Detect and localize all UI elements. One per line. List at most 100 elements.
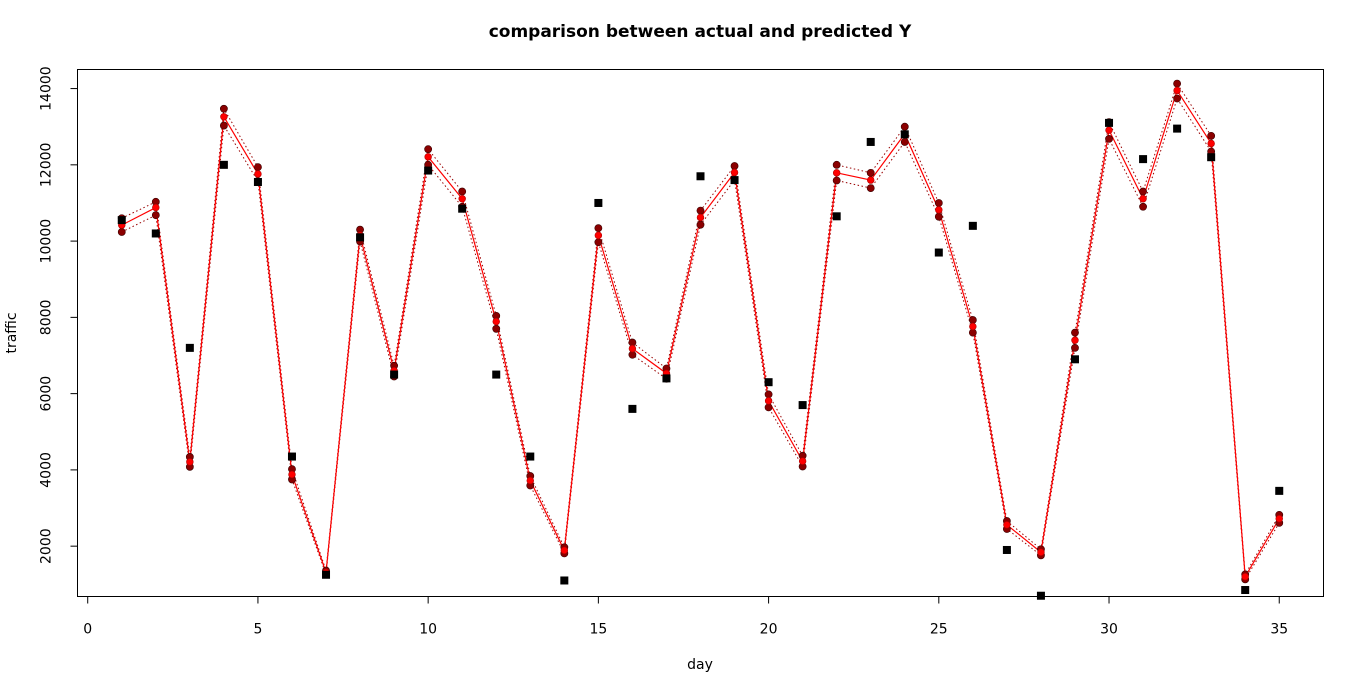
lower-interval-point [117, 228, 126, 236]
y-tick-label: 4000 [39, 452, 55, 488]
lower-interval-point [866, 184, 875, 192]
x-axis-label: day [687, 657, 713, 673]
upper-interval-point [424, 145, 433, 154]
predicted-point [867, 176, 875, 184]
y-tick-label: 10000 [39, 219, 55, 264]
upper-interval-point [832, 160, 841, 169]
predicted-point [1173, 86, 1181, 95]
predicted-point [492, 317, 500, 326]
x-tick-label: 5 [253, 622, 262, 638]
chart-title: comparison between actual and predicted … [489, 22, 912, 42]
plot-frame [77, 69, 1324, 597]
actual-point [1173, 124, 1182, 133]
actual-point [696, 172, 705, 181]
predicted-point [1207, 139, 1215, 148]
lower-interval-point [1071, 343, 1079, 352]
predicted-point [526, 476, 534, 485]
x-tick-label: 0 [83, 622, 92, 638]
predicted-point [730, 168, 739, 177]
actual-point [900, 130, 909, 139]
predicted-point [594, 231, 603, 240]
actual-point [1207, 153, 1216, 162]
predicted-point [969, 322, 977, 331]
predicted-point [186, 458, 194, 466]
lower-interval-line [121, 97, 1280, 581]
predicted-point [1139, 195, 1147, 203]
actual-point [492, 370, 501, 379]
x-tick-label: 25 [930, 622, 948, 638]
actual-point [1105, 118, 1114, 127]
upper-interval-point [1071, 328, 1079, 337]
lower-interval-point [1173, 94, 1182, 103]
actual-point [253, 177, 262, 186]
actual-point [968, 221, 977, 230]
actual-point [832, 212, 841, 221]
y-tick-label: 14000 [39, 66, 55, 111]
predicted-point [696, 213, 705, 222]
predicted-point [424, 153, 432, 161]
predicted-point [1071, 336, 1079, 344]
actual-point [390, 370, 399, 379]
actual-point [185, 343, 194, 352]
predicted-point [220, 113, 228, 121]
lower-interval-point [492, 324, 501, 333]
actual-point [560, 576, 569, 585]
predicted-point [254, 170, 262, 178]
lower-interval-point [594, 238, 603, 247]
upper-interval-point [730, 162, 739, 170]
predicted-point [458, 195, 466, 203]
upper-interval-point [254, 163, 262, 172]
actual-point [1036, 591, 1045, 600]
actual-point [424, 166, 433, 175]
lower-interval-point [151, 211, 160, 220]
actual-point [1002, 545, 1011, 554]
actual-point [866, 137, 875, 146]
x-tick-label: 30 [1100, 622, 1118, 638]
plot-marks [117, 79, 1284, 600]
actual-point [934, 248, 943, 257]
actual-point [1139, 155, 1148, 164]
upper-interval-point [764, 390, 773, 399]
lower-interval-point [1105, 135, 1113, 143]
actual-point [798, 401, 807, 410]
lower-interval-point [219, 121, 228, 130]
actual-point [322, 570, 331, 579]
upper-interval-point [900, 122, 909, 131]
lower-interval-point [832, 176, 841, 185]
x-tick-label: 35 [1270, 622, 1288, 638]
axes: 0 5 10 15 20 25 30 35 2000 4000 6000 8000 10000 12000… [39, 66, 1289, 637]
upper-interval-point [696, 206, 705, 215]
x-tick-label: 20 [760, 622, 778, 638]
actual-point [662, 374, 671, 383]
upper-interval-point [1207, 131, 1216, 140]
actual-point [287, 452, 296, 461]
predicted-point [1275, 515, 1283, 523]
actual-point [151, 229, 160, 238]
y-axis-label: traffic [4, 312, 20, 353]
predicted-point [1241, 572, 1249, 581]
upper-interval-point [594, 224, 603, 233]
lower-interval-point [1139, 202, 1147, 211]
lower-interval-point [764, 403, 773, 412]
lower-interval-point [934, 212, 943, 221]
predicted-point [1105, 126, 1113, 134]
predicted-point [288, 470, 296, 479]
upper-interval-point [866, 168, 875, 177]
actual-point [526, 452, 535, 461]
upper-interval-point [1173, 79, 1182, 88]
predicted-point [935, 206, 943, 214]
lower-interval-point [900, 138, 909, 146]
upper-interval-point [1139, 187, 1147, 196]
actual-point [356, 233, 365, 242]
actual-point [117, 216, 126, 225]
predicted-point [764, 397, 773, 405]
predicted-point [560, 546, 569, 555]
upper-interval-point [458, 187, 467, 196]
y-tick-label: 8000 [39, 300, 55, 336]
predicted-point [832, 169, 841, 177]
predicted-point [152, 203, 160, 212]
y-tick-label: 6000 [39, 376, 55, 412]
actual-point [730, 176, 739, 185]
actual-point [219, 160, 228, 169]
